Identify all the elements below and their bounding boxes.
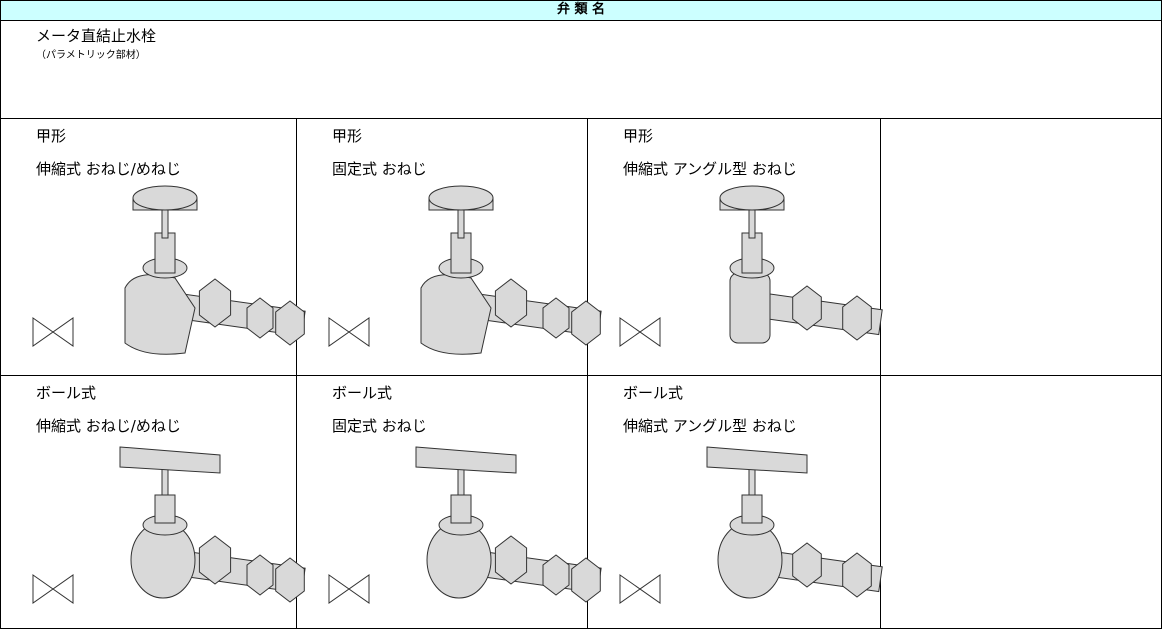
fitting <box>792 285 822 331</box>
fitting <box>542 297 570 339</box>
valve-body <box>420 274 492 355</box>
valve-body <box>729 272 771 344</box>
stem <box>457 207 465 239</box>
nut <box>450 494 472 524</box>
cell-spec: 伸縮式 アングル型 おねじ <box>623 160 797 178</box>
valve-body <box>124 274 196 355</box>
fitting <box>246 297 274 339</box>
header-title: 弁 類 名 <box>0 0 1162 20</box>
valve-illustration <box>119 446 306 603</box>
t-handle <box>706 446 808 474</box>
valve-illustration <box>420 185 602 355</box>
fitting <box>792 542 822 588</box>
valve-illustration <box>124 185 306 355</box>
fitting <box>246 554 274 596</box>
nut <box>154 232 176 274</box>
fitting <box>571 300 601 346</box>
valve-illustration <box>719 185 883 344</box>
cell-spec: 伸縮式 おねじ/めねじ <box>36 160 181 178</box>
fitting <box>275 300 305 346</box>
cell-type: ボール式 <box>623 384 684 402</box>
cell-spec: 伸縮式 おねじ/めねじ <box>36 417 181 435</box>
valve-symbol <box>619 574 661 604</box>
fitting <box>198 535 232 585</box>
t-handle <box>119 446 221 474</box>
fitting <box>842 295 872 341</box>
cell-spec: 固定式 おねじ <box>332 160 427 178</box>
section-subtitle: （パラメトリック部材） <box>36 50 146 61</box>
section-title: メータ直結止水栓 <box>36 27 157 45</box>
cell-type: ボール式 <box>36 384 97 402</box>
valve-symbol <box>32 574 74 604</box>
handwheel <box>132 185 198 211</box>
handwheel <box>719 185 785 211</box>
valve-illustration <box>415 446 602 603</box>
stem <box>161 207 169 239</box>
nut <box>154 494 176 524</box>
cell-type: ボール式 <box>332 384 393 402</box>
nut <box>741 232 763 274</box>
cell-spec: 固定式 おねじ <box>332 417 427 435</box>
fitting <box>542 554 570 596</box>
valve-symbol <box>619 317 661 347</box>
fitting <box>494 278 528 328</box>
nut <box>450 232 472 274</box>
valve-symbol <box>328 317 370 347</box>
stem <box>748 207 756 239</box>
cell-type: 甲形 <box>623 127 654 145</box>
valve-illustration <box>706 446 883 599</box>
nut <box>741 494 763 524</box>
handwheel <box>428 185 494 211</box>
valve-symbol <box>32 317 74 347</box>
fitting <box>275 557 305 603</box>
fitting <box>198 278 232 328</box>
valve-symbol <box>328 574 370 604</box>
fitting <box>842 552 872 598</box>
cell-spec: 伸縮式 アングル型 おねじ <box>623 417 797 435</box>
cell-type: 甲形 <box>36 127 67 145</box>
fitting <box>494 535 528 585</box>
cell-type: 甲形 <box>332 127 363 145</box>
fitting <box>571 557 601 603</box>
t-handle <box>415 446 517 474</box>
